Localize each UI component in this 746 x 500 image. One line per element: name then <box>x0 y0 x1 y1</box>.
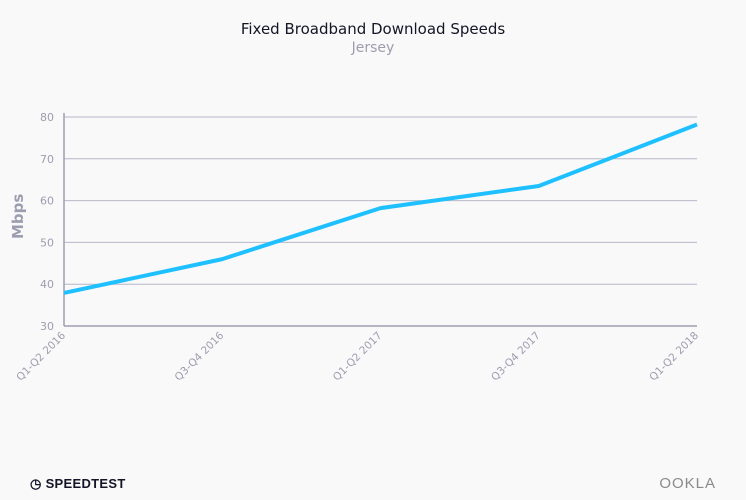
chart-title: Fixed Broadband Download Speeds <box>240 20 506 38</box>
series-line <box>63 122 698 295</box>
speedtest-logo: ◷ SPEEDTEST <box>30 476 126 491</box>
x-tick-label: Q1-Q2 2018 <box>647 330 701 384</box>
x-tick-label: Q1-Q2 2016 <box>14 329 68 383</box>
y-tick-label: 70 <box>40 153 54 166</box>
speedtest-logo-text: SPEEDTEST <box>45 476 126 491</box>
y-tick-label: 60 <box>40 195 54 208</box>
ookla-logo: OOKLA <box>659 475 716 492</box>
y-tick-label: 80 <box>40 111 54 124</box>
y-tick-label: 40 <box>40 278 54 291</box>
x-tick-label: Q3-Q4 2016 <box>173 329 227 383</box>
x-tick-label: Q1-Q2 2017 <box>331 330 385 384</box>
x-tick-label: Q3-Q4 2017 <box>489 330 543 384</box>
y-tick-label: 30 <box>40 320 54 333</box>
chart-subtitle: Jersey <box>351 40 395 56</box>
y-tick-label: 50 <box>40 236 54 249</box>
